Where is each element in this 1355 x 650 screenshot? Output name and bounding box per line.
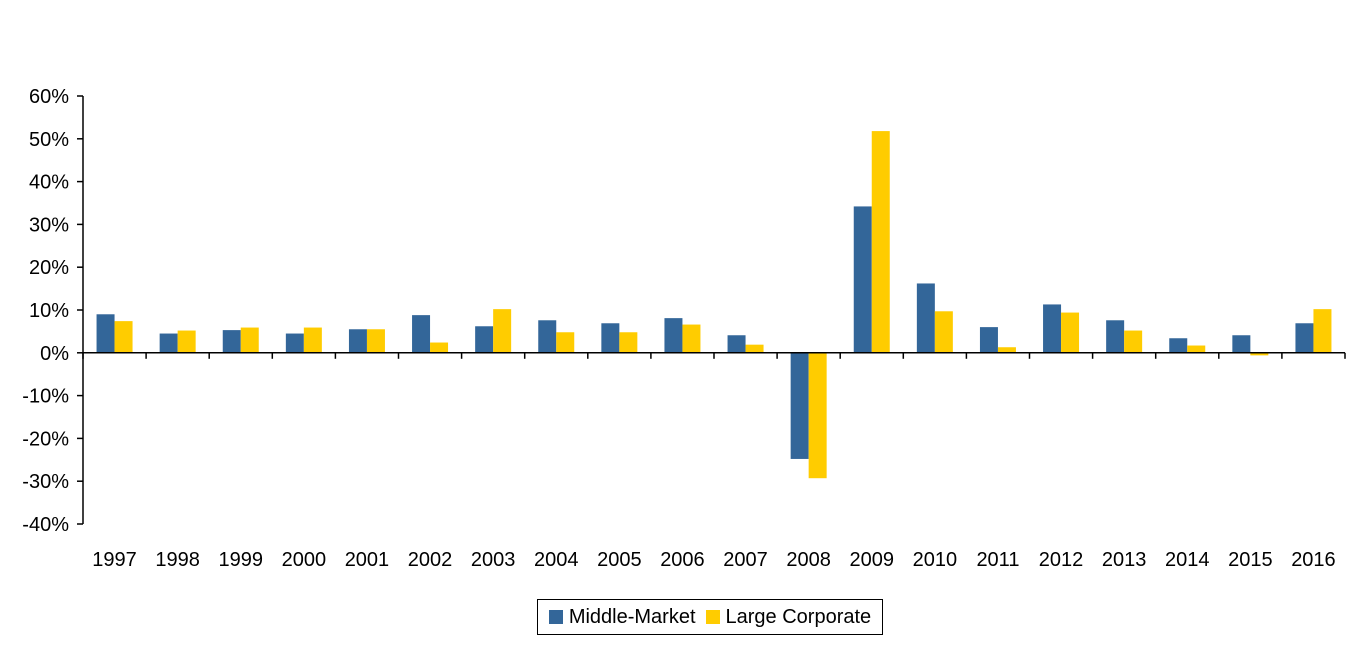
- x-tick-label: 2009: [850, 549, 895, 571]
- bar-middle-market-1997: [96, 314, 115, 353]
- y-tick-label: -40%: [22, 514, 69, 536]
- bar-large-corporate-2016: [1313, 309, 1332, 353]
- x-tick-label: 2007: [723, 549, 768, 571]
- y-tick-label: 50%: [29, 129, 69, 151]
- bar-large-corporate-2002: [430, 342, 449, 353]
- bar-large-corporate-2014: [1187, 345, 1206, 353]
- x-tick-label: 2006: [660, 549, 705, 571]
- bar-large-corporate-2003: [493, 309, 512, 353]
- bar-large-corporate-2012: [1061, 312, 1080, 353]
- x-tick-label: 2003: [471, 549, 516, 571]
- bar-middle-market-2012: [1043, 304, 1062, 353]
- bar-large-corporate-2006: [682, 324, 701, 353]
- x-tick-label: 2012: [1039, 549, 1084, 571]
- bar-large-corporate-2007: [745, 344, 764, 353]
- bar-middle-market-2015: [1232, 335, 1251, 353]
- legend-label-middle-market: Middle-Market: [568, 605, 696, 628]
- x-tick-label: 2013: [1102, 549, 1147, 571]
- legend-item-middle-market: Middle-Market: [548, 605, 696, 629]
- y-tick-label: 20%: [29, 257, 69, 279]
- bar-middle-market-2014: [1169, 338, 1188, 353]
- y-tick-label: -10%: [22, 386, 69, 408]
- legend-label-large-corporate: Large Corporate: [725, 605, 872, 628]
- x-tick-label: 2011: [976, 549, 1019, 571]
- y-tick-label: 60%: [29, 86, 69, 108]
- bar-large-corporate-2010: [934, 311, 953, 353]
- x-tick-label: 2001: [345, 549, 390, 571]
- bar-middle-market-2009: [853, 206, 872, 353]
- bar-middle-market-2006: [664, 318, 683, 353]
- x-tick-label: 2016: [1291, 549, 1336, 571]
- y-tick-label: -20%: [22, 428, 69, 450]
- x-tick-label: 2015: [1228, 549, 1273, 571]
- bars-group: [96, 131, 1332, 479]
- y-tick-label: 30%: [29, 214, 69, 236]
- legend-swatch-large-corporate: [705, 610, 720, 624]
- y-axis: 60% 50% 40% 30% 20% 10% 0% -10% -20% -30% -40%: [22, 86, 84, 536]
- bar-large-corporate-2013: [1124, 330, 1143, 353]
- x-axis: 1997 1998 1999 2000 2001 2002 2003 2004 2005 2006…: [82, 352, 1346, 571]
- legend-swatch-middle-market: [548, 610, 563, 624]
- bar-middle-market-2000: [285, 333, 304, 353]
- bar-middle-market-2010: [916, 283, 935, 353]
- x-tick-label: 2010: [913, 549, 958, 571]
- y-tick-label: 40%: [29, 172, 69, 194]
- bar-middle-market-2016: [1295, 323, 1314, 353]
- bar-middle-market-2002: [412, 315, 431, 353]
- bar-large-corporate-2005: [619, 332, 638, 353]
- bar-middle-market-2004: [538, 320, 557, 353]
- x-tick-label: 1998: [155, 549, 200, 571]
- x-tick-label: 2002: [408, 549, 453, 571]
- bar-large-corporate-2009: [871, 131, 890, 353]
- y-tick-label: 10%: [29, 300, 69, 322]
- x-tick-label: 2000: [282, 549, 327, 571]
- x-tick-label: 2008: [786, 549, 831, 571]
- bar-large-corporate-2001: [366, 329, 385, 353]
- bar-middle-market-1999: [222, 330, 241, 353]
- bar-large-corporate-1999: [240, 327, 259, 353]
- bar-middle-market-2005: [601, 323, 620, 353]
- bar-large-corporate-2004: [556, 332, 575, 353]
- bar-middle-market-2007: [727, 335, 746, 353]
- bar-large-corporate-1998: [177, 330, 196, 353]
- y-tick-label: -30%: [22, 471, 69, 493]
- bar-large-corporate-2008: [808, 352, 827, 479]
- bar-large-corporate-2015: [1250, 352, 1269, 356]
- bar-middle-market-2013: [1106, 320, 1125, 353]
- bar-large-corporate-1997: [114, 321, 133, 353]
- x-tick-label: 2005: [597, 549, 642, 571]
- x-tick-label: 2004: [534, 549, 579, 571]
- bar-middle-market-1998: [159, 333, 178, 353]
- x-tick-label: 2014: [1165, 549, 1210, 571]
- legend: Middle-Market Large Corporate: [537, 599, 883, 635]
- x-tick-label: 1997: [92, 549, 137, 571]
- y-tick-label: 0%: [40, 343, 69, 365]
- bar-middle-market-2003: [475, 326, 494, 353]
- bar-middle-market-2008: [790, 352, 809, 459]
- legend-item-large-corporate: Large Corporate: [705, 605, 872, 629]
- bar-large-corporate-2000: [303, 327, 322, 353]
- bar-middle-market-2001: [348, 329, 367, 353]
- x-tick-label: 1999: [219, 549, 264, 571]
- bar-middle-market-2011: [979, 327, 998, 353]
- bar-large-corporate-2011: [997, 347, 1016, 353]
